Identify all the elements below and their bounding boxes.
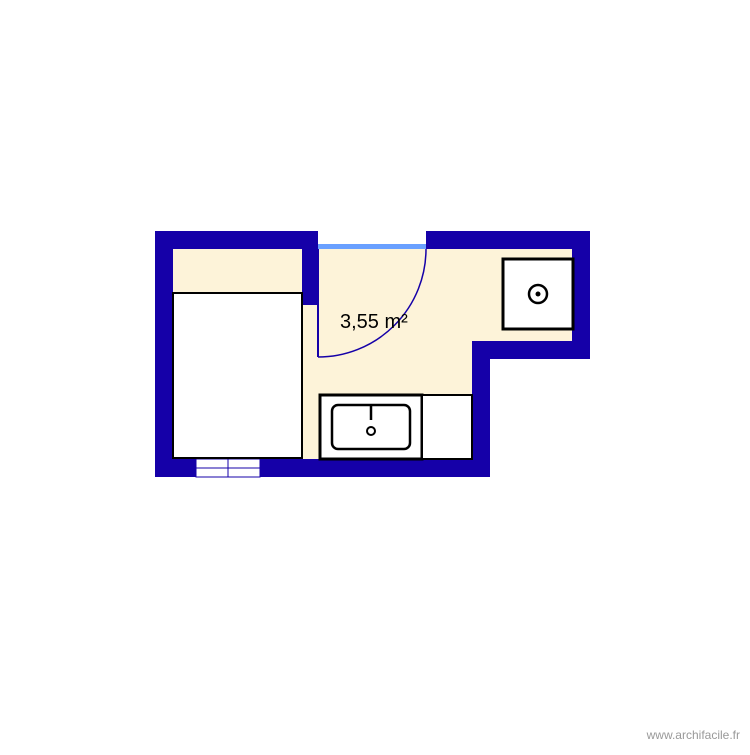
floor-connector — [470, 249, 500, 341]
wall-top-right — [426, 231, 490, 249]
wall-left — [155, 231, 173, 477]
floorplan-canvas: 3,55 m² — [0, 0, 750, 750]
interior-wall-stub — [302, 249, 318, 305]
room-area-label: 3,55 m² — [340, 311, 408, 333]
wall-right-lower — [472, 341, 490, 477]
sink-fixture — [320, 395, 422, 459]
bed-fixture — [173, 293, 302, 458]
counter-fixture — [422, 395, 472, 459]
wall-bottom-right — [260, 459, 490, 477]
niche-wall-right — [572, 231, 590, 359]
wall-bottom-left — [155, 459, 196, 477]
door-threshold — [318, 244, 426, 249]
watermark-text: www.archifacile.fr — [647, 728, 740, 742]
toilet-fixture — [503, 259, 573, 329]
niche-wall-bottom — [488, 341, 590, 359]
wall-top-left — [155, 231, 318, 249]
